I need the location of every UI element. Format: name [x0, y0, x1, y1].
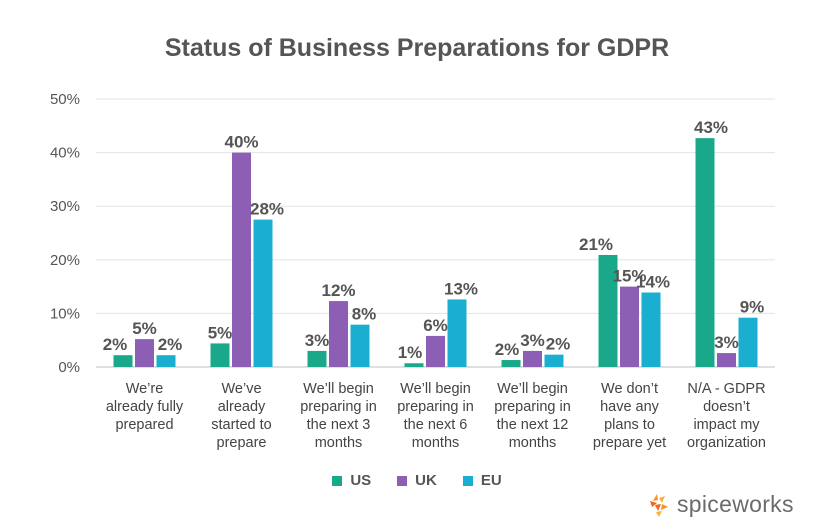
- bar-eu: [447, 299, 467, 367]
- x-tick-label: preparing in: [397, 399, 474, 415]
- x-tick-label: We’ll begin: [303, 381, 374, 397]
- x-tick-label: We’ll begin: [497, 381, 568, 397]
- bar-eu: [641, 292, 661, 367]
- x-tick-label: preparing in: [300, 399, 377, 415]
- data-label: 2%: [103, 335, 128, 354]
- x-tick-label: prepare: [217, 435, 267, 451]
- data-label: 3%: [714, 333, 739, 352]
- bar-uk: [620, 286, 639, 367]
- x-tick-label: impact my: [693, 417, 760, 433]
- data-label: 14%: [636, 272, 670, 291]
- x-tick-label: We’re: [126, 381, 164, 397]
- data-label: 43%: [694, 118, 728, 137]
- bar-uk: [329, 301, 348, 367]
- x-tick-label: preparing in: [494, 399, 571, 415]
- x-tick-label: We’ve: [221, 381, 261, 397]
- x-tick-label: already: [218, 399, 266, 415]
- legend-item-eu: EU: [462, 472, 502, 489]
- data-label: 13%: [444, 279, 478, 298]
- legend-item-uk: UK: [397, 472, 437, 489]
- data-label: 2%: [158, 335, 183, 354]
- spiceworks-logo-icon: [650, 493, 668, 517]
- data-label: 3%: [305, 331, 330, 350]
- x-tick-label: prepared: [115, 417, 173, 433]
- x-tick-label: doesn’t: [703, 399, 750, 415]
- bar-uk: [523, 350, 542, 367]
- x-tick-label: the next 12: [497, 417, 569, 433]
- bar-eu: [738, 317, 758, 367]
- x-tick-label: We’ll begin: [400, 381, 471, 397]
- data-label: 5%: [132, 319, 157, 338]
- bar-eu: [544, 354, 564, 367]
- bar-uk: [135, 339, 154, 367]
- data-label: 15%: [612, 267, 646, 286]
- data-label: 9%: [740, 298, 765, 317]
- legend-label-eu: EU: [480, 472, 502, 489]
- legend-swatch-uk: [397, 475, 408, 486]
- data-label: 21%: [579, 235, 613, 254]
- legend-label-us: US: [350, 472, 372, 489]
- x-tick-label: N/A - GDPR: [687, 381, 765, 397]
- x-tick-label: organization: [687, 435, 766, 451]
- legend-item-us: US: [332, 472, 371, 489]
- x-tick-label: the next 3: [307, 417, 371, 433]
- data-label: 28%: [250, 200, 284, 219]
- bar-us: [113, 355, 133, 367]
- x-tick-label: the next 6: [404, 417, 468, 433]
- bar-us: [695, 138, 715, 367]
- bar-us: [404, 363, 424, 367]
- y-tick-label: 10%: [50, 305, 80, 322]
- brand-logo: spiceworks: [647, 491, 794, 518]
- bar-uk: [717, 353, 736, 367]
- data-label: 8%: [352, 305, 377, 324]
- chart-title: Status of Business Preparations for GDPR: [164, 34, 670, 62]
- x-tick-label: already fully: [106, 399, 184, 415]
- y-tick-label: 0%: [58, 359, 80, 376]
- legend-swatch-eu: [462, 475, 473, 486]
- data-label: 2%: [546, 335, 571, 354]
- y-tick-label: 40%: [50, 145, 80, 162]
- x-tick-label: prepare yet: [593, 435, 666, 451]
- x-tick-label: started to: [211, 417, 271, 433]
- x-tick-label: months: [509, 435, 557, 451]
- x-tick-label: months: [315, 435, 363, 451]
- bar-us: [307, 350, 327, 367]
- data-label: 5%: [208, 323, 233, 342]
- x-tick-label: plans to: [604, 417, 655, 433]
- legend-label-uk: UK: [415, 472, 437, 489]
- bar-eu: [253, 219, 273, 367]
- data-label: 1%: [398, 343, 423, 362]
- data-label: 40%: [224, 133, 258, 152]
- legend-swatch-us: [332, 475, 343, 486]
- brand-name: spiceworks: [677, 491, 794, 517]
- y-tick-label: 50%: [50, 91, 80, 108]
- data-label: 6%: [423, 316, 448, 335]
- legend: US UK EU: [0, 472, 834, 489]
- bar-us: [501, 360, 521, 367]
- bar-uk: [232, 152, 251, 367]
- x-tick-label: months: [412, 435, 460, 451]
- bar-us: [210, 343, 230, 367]
- bar-eu: [156, 355, 176, 367]
- bar-us: [598, 254, 618, 367]
- data-label: 3%: [520, 331, 545, 350]
- data-label: 12%: [321, 281, 355, 300]
- x-tick-label: We don’t: [601, 381, 658, 397]
- y-tick-label: 20%: [50, 252, 80, 269]
- x-tick-label: have any: [600, 399, 660, 415]
- y-tick-label: 30%: [50, 198, 80, 215]
- data-label: 2%: [495, 340, 520, 359]
- bar-uk: [426, 335, 445, 367]
- bar-eu: [350, 324, 370, 367]
